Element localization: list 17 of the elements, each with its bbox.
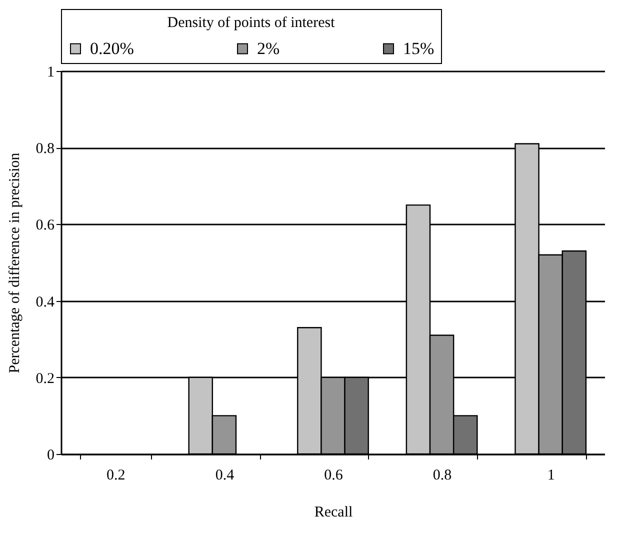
- x-tick-label: 1: [547, 468, 555, 484]
- y-axis-title: Percentage of difference in precision: [6, 152, 23, 374]
- x-tick-label: 0.4: [215, 468, 235, 484]
- y-tick-label: 0.4: [36, 294, 55, 310]
- legend-label: 2%: [257, 38, 280, 58]
- x-tick-label: 0.2: [106, 468, 126, 484]
- legend-label: 0.20%: [90, 38, 134, 58]
- y-tick-label: 1: [47, 64, 54, 80]
- y-tick-label: 0: [47, 448, 54, 464]
- x-tick-label: 0.6: [324, 468, 344, 484]
- legend-label: 15%: [403, 38, 434, 58]
- y-tick-label: 0.2: [36, 370, 54, 387]
- legend-title: Density of points of interest: [167, 15, 336, 31]
- y-tick-label: 0.8: [36, 141, 54, 158]
- x-axis-title: Recall: [314, 504, 353, 520]
- y-tick-label: 0.6: [36, 218, 55, 234]
- x-tick-label: 0.8: [432, 468, 452, 484]
